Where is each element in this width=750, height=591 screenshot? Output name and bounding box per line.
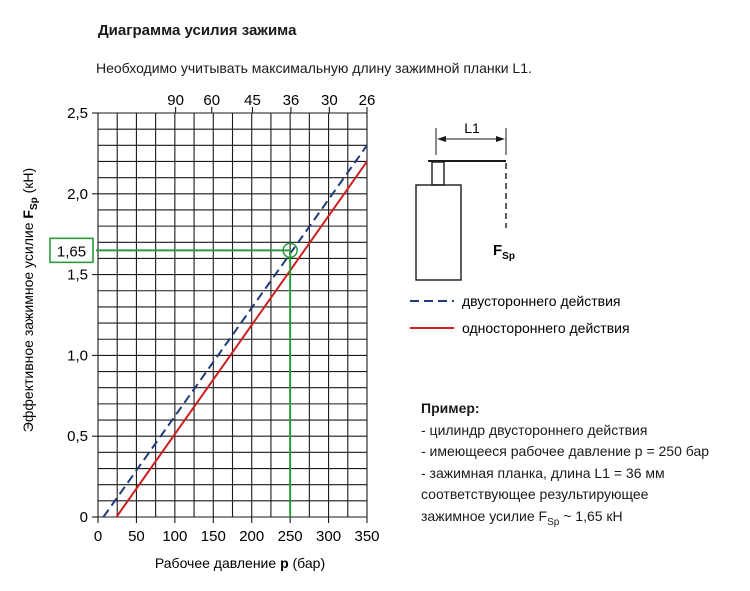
force-label: FSp [493,242,515,262]
series-single-line [115,160,368,518]
example-block: Пример: - цилиндр двустороннего действия… [421,398,709,533]
x-tick-label: 300 [316,528,341,545]
piston-rod [431,161,445,186]
y-tick-label: 2,5 [67,105,88,122]
x-tick-label: 200 [239,528,264,545]
example-line-2: - имеющееся рабочее давление p = 250 бар [421,443,710,459]
example-line-3: - зажимная планка, длина L1 = 36 мм [421,464,665,481]
x-tick-label: 350 [354,528,379,545]
y-tick-label: 0,5 [67,428,88,445]
example-line-5: зажимное усилие FSp ~ 1,65 кН [421,507,623,528]
y-tick-label: 1,5 [67,267,88,284]
example-line-1: - цилиндр двустороннего действия [421,421,648,438]
cylinder-body [415,184,462,281]
axis-layer: 0 50 100 150 200 250 300 350 0 0,5 1,0 1,5 2,0 2,5 90 6… [67,92,379,545]
top-tick-label: 90 [167,92,184,109]
legend-single-label: одностороннего действия [462,320,630,336]
x-axis-label: Рабочее давление p (бар) [155,555,325,571]
x-tick-label: 0 [94,528,102,545]
top-tick-label: 60 [203,92,220,109]
legend-double-label: двустороннего действия [462,293,621,309]
grid [97,112,368,518]
y-tick-label: 1,0 [67,347,88,364]
x-tick-label: 250 [278,528,303,545]
dim-arrow-left-icon [437,136,446,142]
series-layer [102,144,368,518]
annotation-circle [282,242,298,259]
series-double-line [102,144,368,518]
annotation-label: 1,65 [57,243,86,260]
annotation-layer: 1,65 [49,237,298,517]
example-header: Пример: [421,400,480,416]
x-tick-label: 100 [162,528,187,545]
example-line-4: соответствующее результирующее [421,486,649,502]
top-tick-label: 45 [244,92,261,109]
clamp-schematic: L1 FSp [415,120,515,281]
chart-subtitle: Необходимо учитывать максимальную длину … [96,60,532,76]
annotation-label-box [49,237,94,264]
y-tick-label: 0 [80,509,88,526]
dim-arrow-right-icon [496,136,505,142]
length-label: L1 [464,120,480,136]
chart-title: Диаграмма усилия зажима [98,22,297,39]
top-tick-label: 36 [283,92,300,109]
y-tick-label: 2,0 [67,186,88,203]
top-tick-label: 26 [359,92,376,109]
top-tick-label: 30 [321,92,338,109]
x-tick-label: 50 [128,528,145,545]
x-tick-label: 150 [201,528,226,545]
y-axis-label: Эффективное зажимное усилие FSp (кН) [20,168,40,432]
legend: двустороннего действия одностороннего де… [410,293,630,336]
